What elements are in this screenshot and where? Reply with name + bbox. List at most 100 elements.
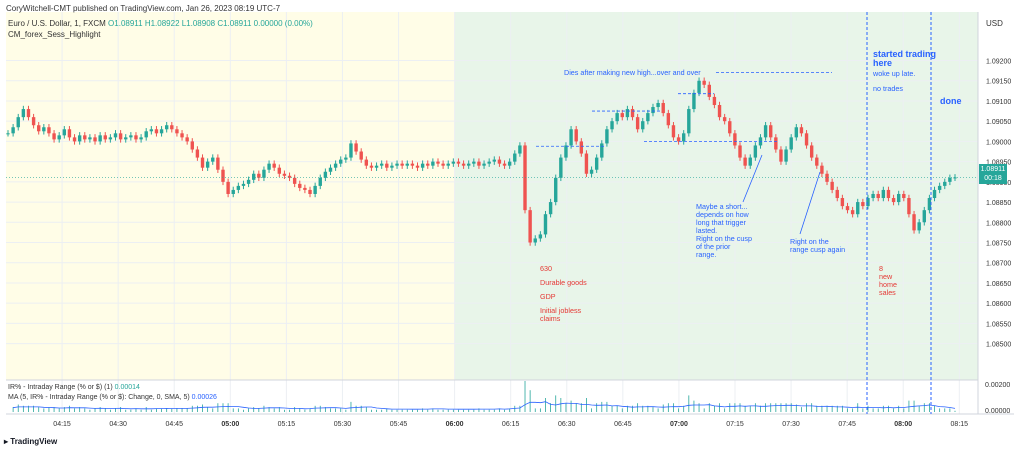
candle-body bbox=[692, 92, 696, 110]
candle-body bbox=[205, 161, 210, 168]
candle-body bbox=[927, 198, 932, 211]
candle-body bbox=[876, 193, 880, 199]
candle-body bbox=[272, 163, 276, 168]
candle-body bbox=[589, 169, 594, 174]
x-tick-label: 05:15 bbox=[278, 421, 296, 428]
candle-body bbox=[487, 161, 491, 164]
candle-body bbox=[267, 163, 271, 170]
candle-body bbox=[134, 135, 138, 140]
candle-body bbox=[825, 173, 829, 182]
candle-body bbox=[144, 131, 148, 138]
candle-body bbox=[600, 143, 604, 158]
annotation-no-trades[interactable]: no trades bbox=[873, 84, 903, 93]
candle-body bbox=[866, 198, 870, 207]
ir-label[interactable]: IR% - Intraday Range (% or $) (1) bbox=[8, 384, 113, 391]
candle-body bbox=[236, 185, 241, 190]
candle-body bbox=[405, 163, 409, 166]
annotation-done[interactable]: done bbox=[940, 96, 962, 106]
candle-body bbox=[200, 157, 205, 168]
candle-body bbox=[697, 80, 701, 93]
candle-body bbox=[164, 125, 169, 130]
x-tick-label: 07:00 bbox=[670, 421, 688, 428]
y-tick-label: 1.09200 bbox=[986, 59, 1011, 66]
logo-text: TradingView bbox=[10, 437, 58, 446]
annotation-gdp[interactable]: GDP bbox=[540, 292, 556, 301]
candle-body bbox=[502, 163, 507, 166]
candle-body bbox=[26, 109, 31, 118]
candle-body bbox=[733, 133, 737, 146]
x-tick-label: 06:45 bbox=[614, 421, 632, 428]
candle-body bbox=[820, 165, 824, 174]
candle-body bbox=[620, 113, 624, 118]
candle-body bbox=[861, 202, 865, 207]
candle-body bbox=[62, 129, 67, 136]
x-tick-label: 06:15 bbox=[502, 421, 520, 428]
last-price: 1.08911 bbox=[980, 166, 1006, 173]
annotation-8[interactable]: 8 new home sales bbox=[879, 264, 897, 297]
candle-body bbox=[799, 127, 804, 134]
candle-body bbox=[226, 181, 230, 194]
candle-body bbox=[118, 133, 123, 140]
candle-body bbox=[431, 161, 435, 166]
candle-body bbox=[538, 234, 543, 239]
candle-body bbox=[661, 102, 665, 114]
y-tick-label: 1.08750 bbox=[986, 241, 1011, 248]
annotation-started[interactable]: started trading here bbox=[873, 49, 937, 68]
candle-body bbox=[815, 157, 819, 166]
candle-body bbox=[303, 187, 307, 190]
annotation-woke[interactable]: woke up late. bbox=[873, 69, 916, 78]
candle-body bbox=[763, 125, 768, 138]
candle-body bbox=[185, 137, 189, 142]
candle-body bbox=[231, 189, 235, 194]
candle-body bbox=[98, 135, 102, 142]
candle-body bbox=[769, 125, 773, 138]
x-tick-label: 05:00 bbox=[221, 421, 239, 428]
candle-body bbox=[630, 109, 635, 118]
x-tick-label: 07:45 bbox=[838, 421, 856, 428]
candle-body bbox=[47, 127, 51, 134]
candle-body bbox=[6, 133, 10, 135]
annotation-jobless[interactable]: Initial jobless claims bbox=[540, 306, 582, 323]
symbol-name[interactable]: Euro / U.S. Dollar, 1, FXCM bbox=[8, 19, 106, 28]
candle-body bbox=[886, 189, 891, 199]
annotation-right-on[interactable]: Right on the range cusp again bbox=[790, 237, 846, 254]
candle-body bbox=[681, 133, 686, 142]
ir-value: 0.00014 bbox=[114, 384, 140, 391]
annotation-dies[interactable]: Dies after making new high...over and ov… bbox=[564, 68, 701, 77]
y-tick-label: 1.08850 bbox=[986, 200, 1011, 207]
candle-body bbox=[175, 129, 179, 134]
indicator-name[interactable]: CM_forex_Sess_Highlight bbox=[8, 30, 101, 39]
annotation-maybe-short[interactable]: Maybe a short... depends on how long tha… bbox=[696, 202, 752, 259]
candle-body bbox=[477, 161, 481, 166]
ma-label[interactable]: MA (5, IR% - Intraday Range (% or $): Ch… bbox=[8, 394, 190, 401]
x-tick-label: 04:30 bbox=[109, 421, 127, 428]
annotation-durable[interactable]: Durable goods bbox=[540, 278, 587, 287]
sub-tick-bottom: 0.00000 bbox=[985, 408, 1011, 415]
candle-body bbox=[385, 163, 389, 168]
candle-body bbox=[702, 80, 706, 85]
candle-body bbox=[845, 206, 850, 211]
y-tick-label: 1.08600 bbox=[986, 301, 1011, 308]
y-tick-label: 1.09100 bbox=[986, 99, 1011, 106]
candle-body bbox=[687, 109, 691, 134]
candle-body bbox=[313, 185, 317, 194]
candle-body bbox=[67, 129, 72, 138]
candle-body bbox=[902, 193, 906, 199]
candle-body bbox=[743, 157, 747, 166]
candle-body bbox=[415, 165, 420, 168]
candle-body bbox=[728, 121, 732, 134]
x-tick-label: 06:00 bbox=[446, 421, 464, 428]
tradingview-logo[interactable]: ▸ TradingView bbox=[4, 437, 57, 446]
candle-body bbox=[774, 137, 778, 150]
candle-body bbox=[896, 193, 901, 203]
candle-body bbox=[492, 159, 496, 162]
candle-body bbox=[108, 137, 113, 140]
candle-body bbox=[190, 141, 194, 150]
candle-body bbox=[579, 141, 584, 154]
candle-body bbox=[671, 125, 676, 138]
annotation-630[interactable]: 630 bbox=[540, 264, 552, 273]
candle-body bbox=[195, 149, 200, 158]
candle-body bbox=[948, 177, 952, 182]
candle-body bbox=[507, 161, 512, 166]
